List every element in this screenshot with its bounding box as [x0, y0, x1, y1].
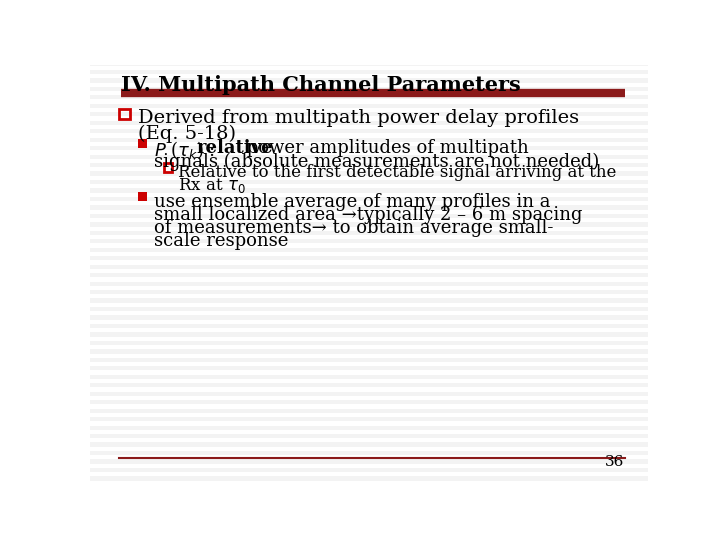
Bar [90, 239, 648, 244]
Text: signals (absolute measurements are not needed): signals (absolute measurements are not n… [153, 153, 599, 171]
Bar [90, 341, 648, 345]
Text: IV. Multipath Channel Parameters: IV. Multipath Channel Parameters [121, 75, 521, 95]
Text: small localized area →typically 2 – 6 m spacing: small localized area →typically 2 – 6 m … [153, 206, 582, 224]
Bar [90, 214, 648, 218]
Bar [90, 154, 648, 159]
Bar [90, 248, 648, 252]
Text: scale response: scale response [153, 232, 288, 250]
Bar [90, 417, 648, 421]
Bar [90, 468, 648, 472]
Text: use ensemble average of many profiles in a: use ensemble average of many profiles in… [153, 193, 550, 211]
Bar [138, 192, 148, 201]
Bar [90, 70, 648, 74]
Bar [163, 164, 172, 172]
Bar [120, 109, 130, 119]
Bar [90, 62, 648, 65]
Bar [90, 366, 648, 370]
Bar [90, 349, 648, 354]
Bar [90, 324, 648, 328]
Bar [90, 273, 648, 278]
Bar [90, 231, 648, 235]
Bar [90, 205, 648, 210]
Bar [90, 299, 648, 303]
Bar [90, 78, 648, 83]
Text: $P$ ($\tau_k$) :: $P$ ($\tau_k$) : [153, 139, 217, 161]
Bar [90, 392, 648, 396]
Bar [90, 358, 648, 362]
Bar [90, 104, 648, 108]
Bar [90, 400, 648, 404]
Bar [90, 222, 648, 226]
Bar [90, 112, 648, 117]
Bar [90, 95, 648, 99]
Bar [90, 120, 648, 125]
Bar [90, 451, 648, 455]
Bar [90, 197, 648, 201]
Text: relative: relative [197, 139, 274, 158]
Bar [90, 442, 648, 447]
Bar [90, 265, 648, 269]
Text: Relative to the first detectable signal arriving at the: Relative to the first detectable signal … [178, 164, 616, 181]
Bar [90, 146, 648, 150]
Bar [138, 139, 148, 148]
Bar [90, 163, 648, 167]
Bar [90, 171, 648, 176]
Bar [90, 375, 648, 379]
Bar [90, 383, 648, 387]
Bar [90, 180, 648, 184]
Bar [90, 460, 648, 464]
Bar [90, 409, 648, 413]
Bar [90, 138, 648, 142]
Text: Derived from multipath power delay profiles: Derived from multipath power delay profi… [138, 110, 579, 127]
Bar [90, 290, 648, 294]
Text: of measurements→ to obtain average small-: of measurements→ to obtain average small… [153, 219, 553, 237]
Bar [90, 434, 648, 438]
Text: 36: 36 [606, 455, 625, 469]
Bar [90, 315, 648, 320]
Text: (Eq. 5-18): (Eq. 5-18) [138, 125, 236, 143]
Bar [90, 256, 648, 260]
Bar [90, 87, 648, 91]
Bar [90, 426, 648, 430]
Bar [90, 476, 648, 481]
Bar [90, 281, 648, 286]
Bar [90, 307, 648, 311]
Text: Rx at $\tau_0$: Rx at $\tau_0$ [178, 177, 246, 195]
Bar [90, 129, 648, 133]
Bar [90, 188, 648, 193]
Bar [90, 333, 648, 336]
Text: power amplitudes of multipath: power amplitudes of multipath [241, 139, 529, 158]
